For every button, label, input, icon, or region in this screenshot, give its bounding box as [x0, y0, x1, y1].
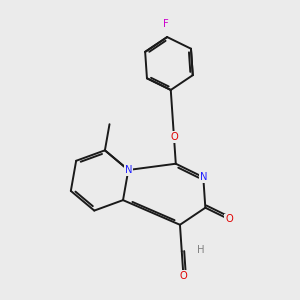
Text: O: O	[225, 214, 233, 224]
Text: O: O	[170, 132, 178, 142]
Text: N: N	[200, 172, 207, 182]
Text: H: H	[197, 245, 205, 255]
Text: F: F	[164, 19, 169, 29]
Text: O: O	[179, 271, 187, 281]
Text: N: N	[124, 165, 132, 175]
